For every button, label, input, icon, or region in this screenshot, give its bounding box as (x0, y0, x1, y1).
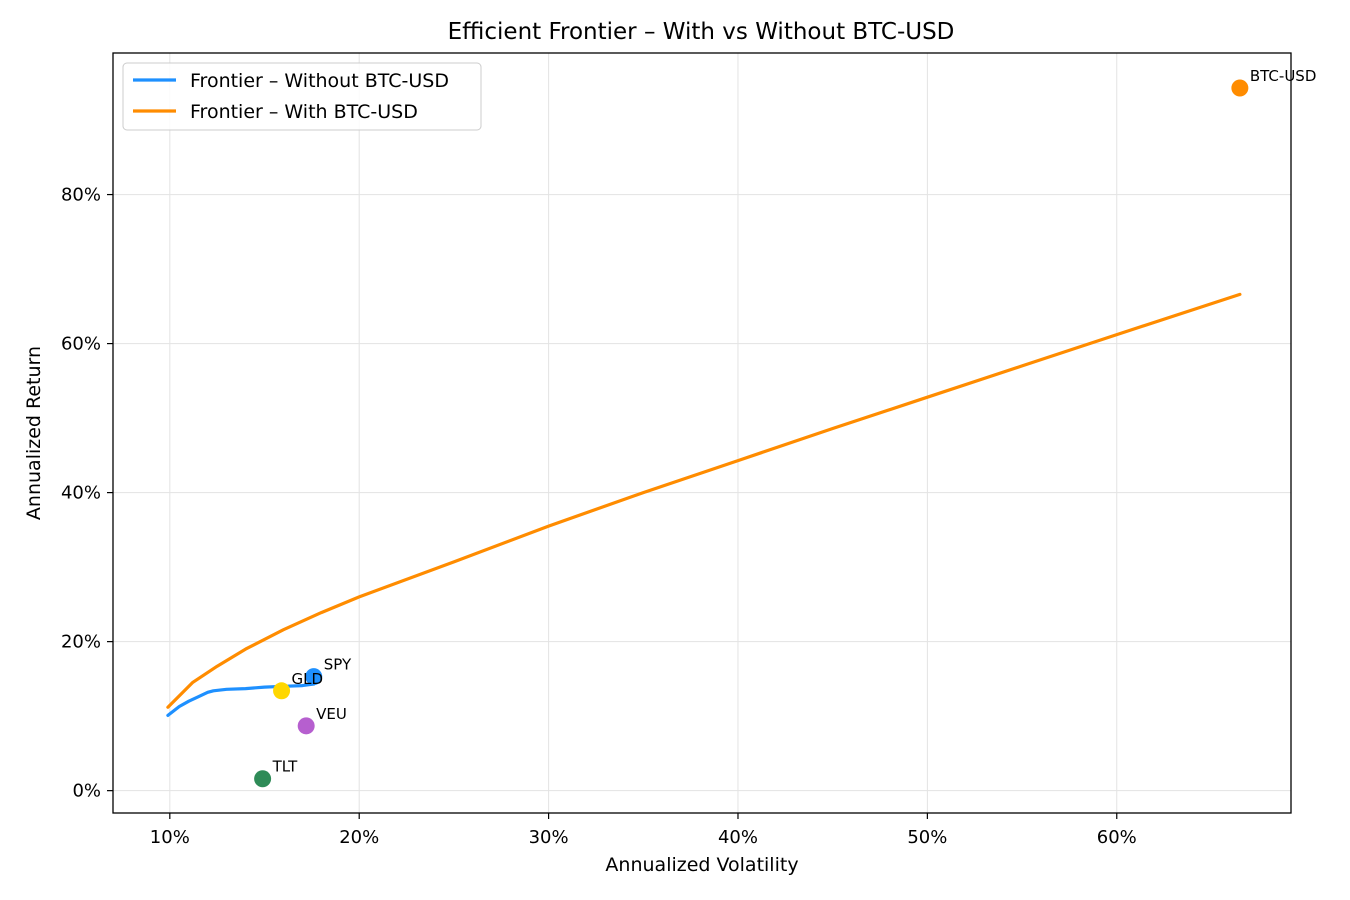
legend-label: Frontier – Without BTC-USD (190, 70, 449, 92)
legend-label: Frontier – With BTC-USD (190, 101, 418, 123)
ticks-layer: 10% 20% 30% 40% 50% 60% 0% 20% 40% 60% 80% (61, 185, 1137, 848)
y-tick-label: 20% (61, 632, 101, 653)
frontier-with-btc-line (166, 292, 1242, 709)
point-label-spy: SPY (324, 656, 352, 674)
point-tlt (254, 770, 272, 788)
x-tick-label: 20% (339, 827, 379, 848)
point-spy (305, 668, 323, 686)
y-tick-label: 80% (61, 185, 101, 206)
point-label-gld: GLD (292, 670, 324, 688)
x-axis-title: Annualized Volatility (605, 854, 798, 876)
y-axis-title: Annualized Return (23, 346, 45, 520)
x-tick-label: 10% (150, 827, 190, 848)
legend-box (122, 62, 482, 131)
y-tick-label: 60% (61, 334, 101, 355)
chart-title: Efficient Frontier – With vs Without BTC… (448, 19, 955, 45)
point-label-veu: VEU (316, 705, 347, 723)
x-tick-label: 60% (1097, 827, 1137, 848)
y-tick-label: 40% (61, 483, 101, 504)
legend: Frontier – Without BTC-USD Frontier – Wit… (122, 62, 482, 131)
point-label-btc-usd: BTC-USD (1250, 67, 1317, 85)
y-tick-label: 0% (72, 781, 101, 802)
x-tick-label: 40% (718, 827, 758, 848)
x-tick-label: 30% (529, 827, 569, 848)
x-tick-label: 50% (907, 827, 947, 848)
point-gld (273, 682, 291, 700)
point-label-tlt: TLT (272, 758, 298, 776)
point-btc-usd (1231, 79, 1249, 97)
point-veu (297, 717, 315, 735)
plot-frame (112, 52, 1292, 814)
